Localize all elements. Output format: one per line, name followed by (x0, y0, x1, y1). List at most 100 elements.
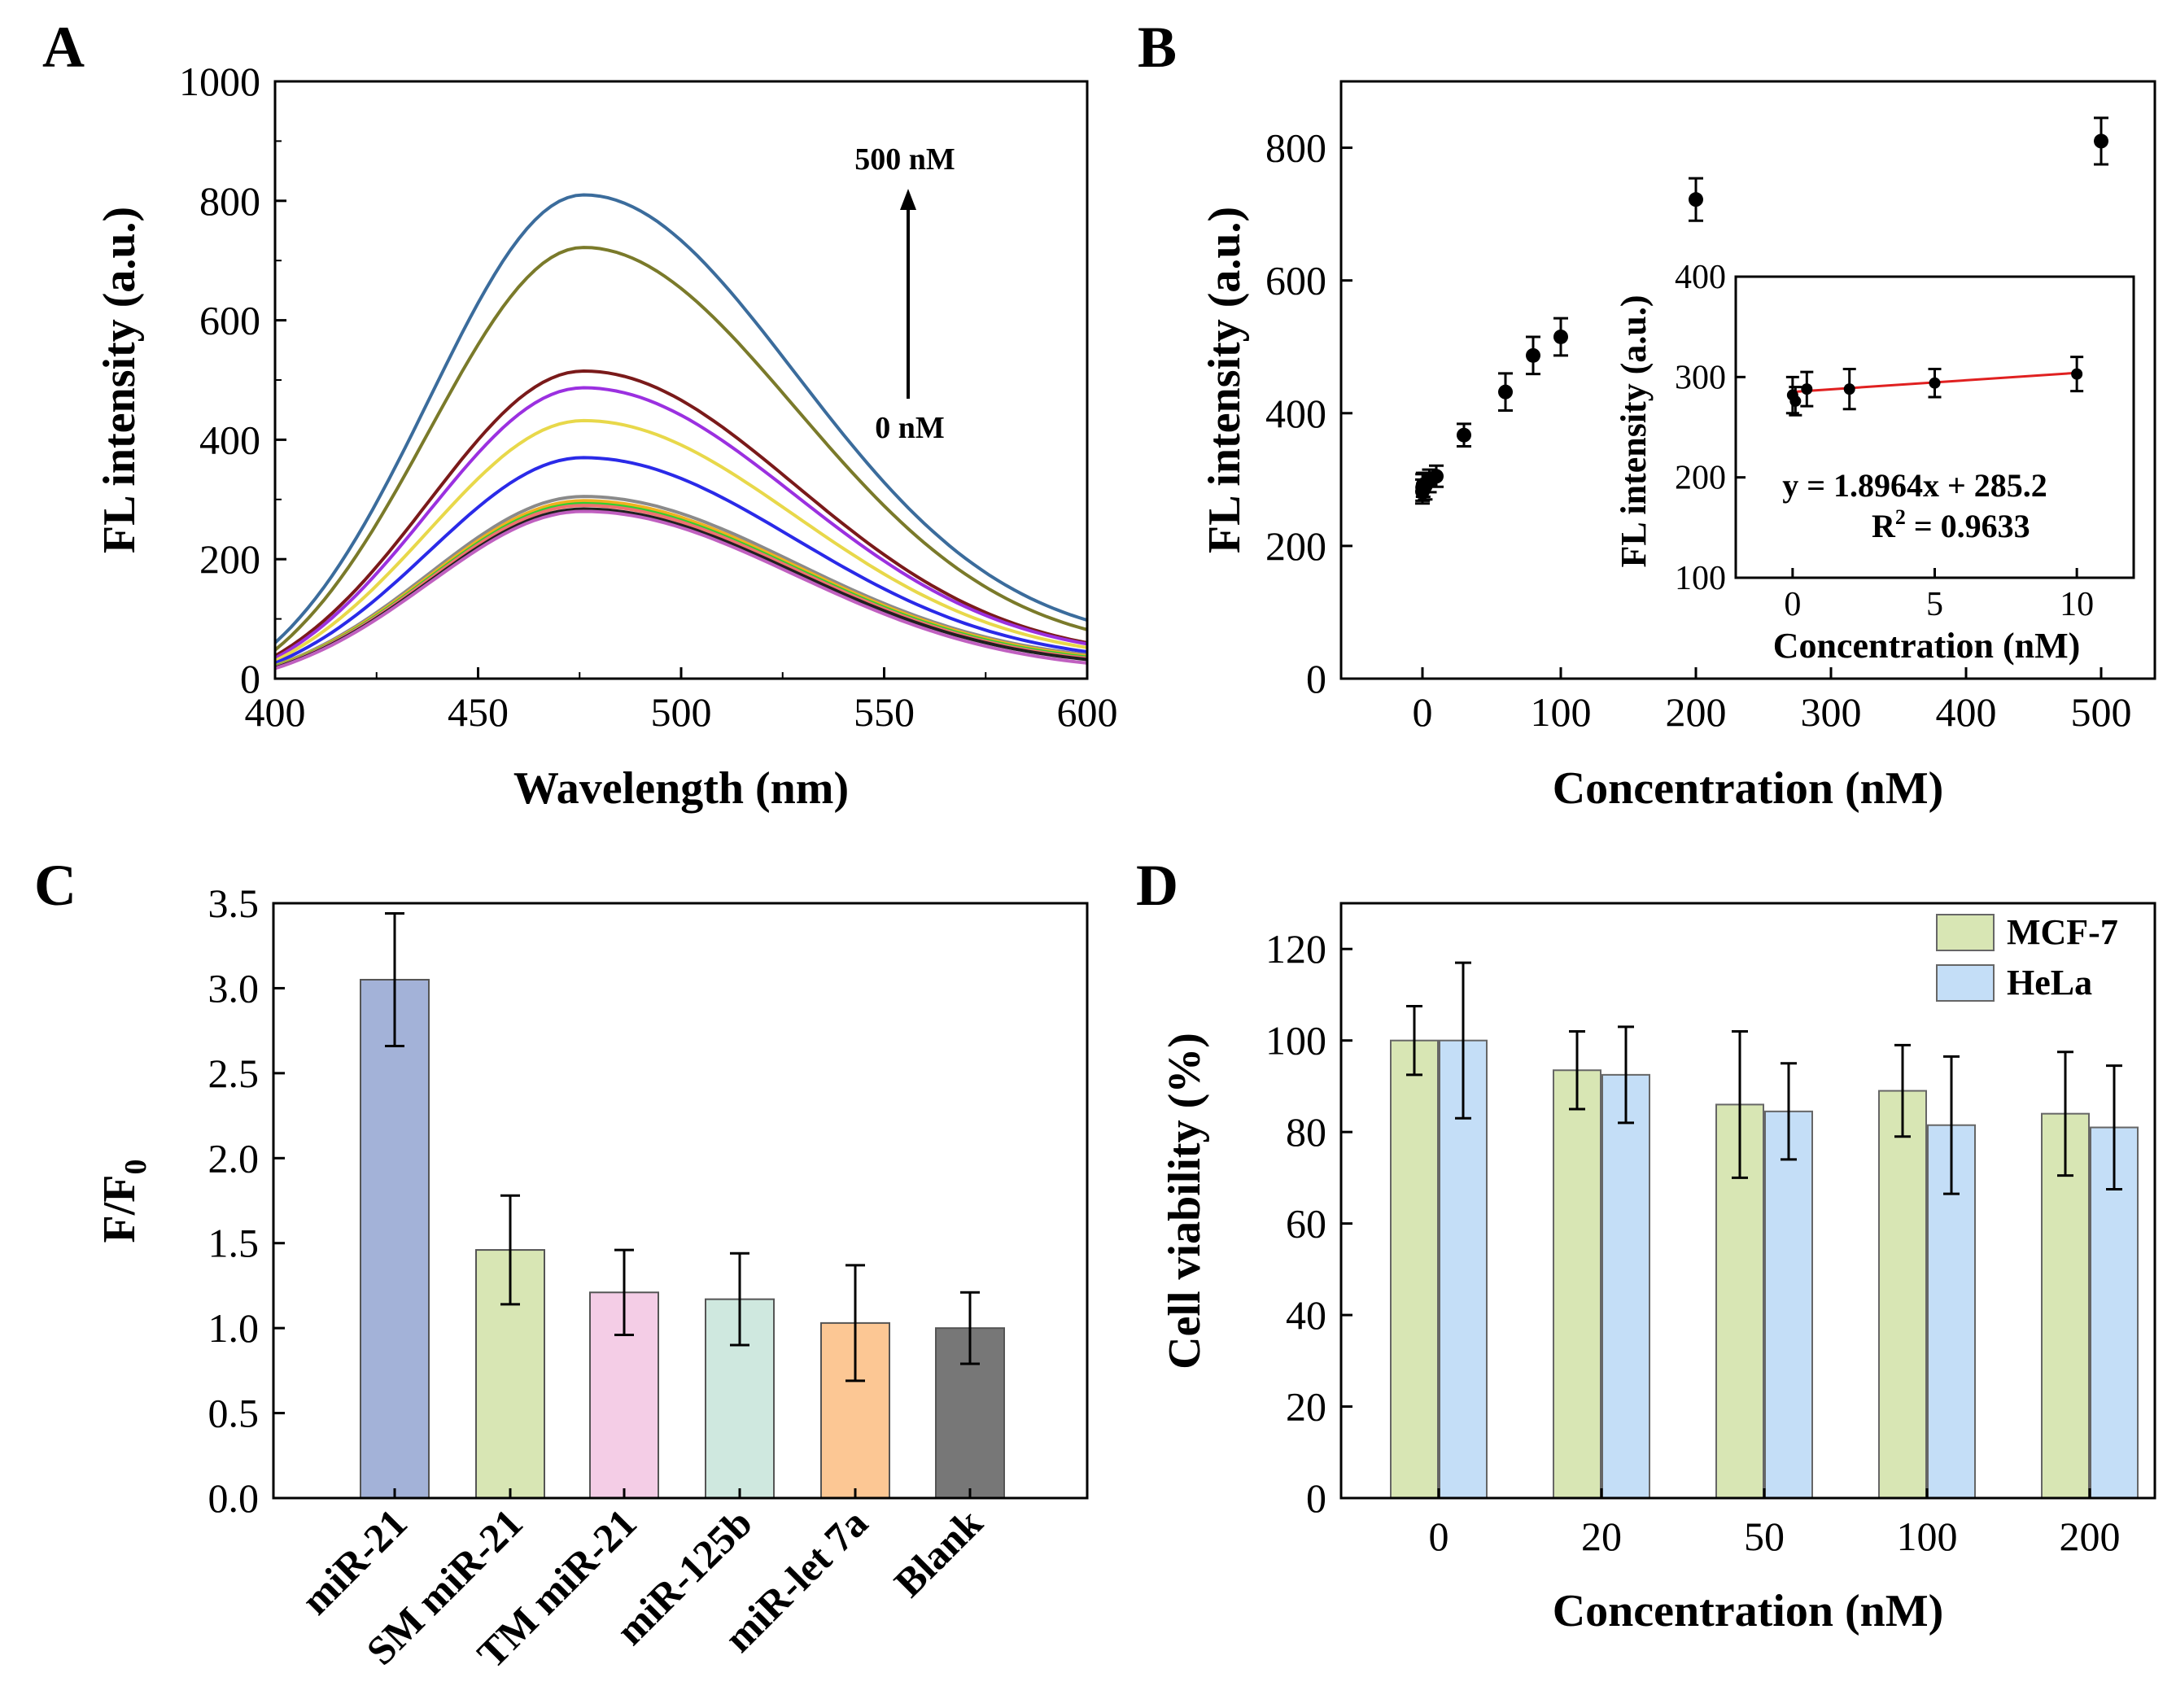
inset-data-point-1 (1789, 395, 1802, 407)
y-tick-label-b-0: 0 (1306, 656, 1326, 701)
annotation-500nm: 500 nM (854, 142, 955, 177)
bar-d-mcf7-0 (1390, 1039, 1439, 1499)
x-tick-label-a-1: 450 (448, 689, 509, 735)
inset-y-axis-title: FL intensity (a.u.) (1614, 295, 1654, 568)
legend-label-0: MCF-7 (2007, 912, 2118, 952)
legend-swatch-0 (1936, 914, 1995, 951)
y-title-main: F/F (94, 1175, 145, 1243)
inset-x-tick-label-2: 10 (2060, 586, 2094, 623)
x-tick-label-d-2: 50 (1744, 1514, 1785, 1559)
panel-a-plot-frame (273, 80, 1089, 680)
y-tick-label-a-3: 600 (199, 298, 260, 343)
y-axis-title-a: FL intensity (a.u.) (94, 207, 145, 553)
spectrum-line-1 (273, 246, 1088, 652)
x-tick-label-b-5: 500 (2071, 689, 2132, 735)
bar-d-mcf7-4 (2041, 1112, 2090, 1499)
inset-r-squared: R2 = 0.9633 (1872, 505, 2030, 544)
y-tick-label-d-2: 40 (1286, 1292, 1326, 1338)
legend-label-1: HeLa (2007, 963, 2092, 1003)
panel-label-d: D (1136, 853, 1178, 918)
panel-b-plot-frame (1339, 80, 2156, 680)
category-label-c-5: Blank (885, 1500, 991, 1605)
y-tick-label-d-3: 60 (1286, 1201, 1326, 1247)
x-tick-label-a-4: 600 (1057, 689, 1118, 735)
r2-superscript: 2 (1895, 505, 1906, 529)
r2-prefix: R (1872, 508, 1896, 544)
data-point-b-8 (1526, 347, 1540, 363)
y-tick-label-b-2: 400 (1265, 391, 1326, 436)
y-tick-label-b-1: 200 (1265, 523, 1326, 569)
panel-label-a: A (42, 15, 85, 80)
y-tick-label-c-7: 3.5 (208, 880, 260, 926)
panel-a-spectra-chart: A 0 200 400 600 800 1000 400 450 500 550 600 Wavelen… (42, 15, 1118, 814)
inset-y-tick-label-0: 100 (1675, 560, 1726, 597)
x-tick-label-d-4: 200 (2060, 1514, 2121, 1559)
inset-data-point-2 (1801, 383, 1813, 395)
y-tick-label-a-4: 800 (199, 178, 260, 224)
spectrum-line-10 (274, 507, 1088, 670)
data-point-b-5 (1429, 469, 1444, 484)
panel-label-c: C (34, 853, 76, 918)
y-tick-label-c-6: 3.0 (208, 965, 260, 1011)
x-tick-label-b-2: 200 (1666, 689, 1727, 735)
data-point-b-9 (1553, 329, 1568, 344)
y-tick-label-d-5: 100 (1265, 1018, 1326, 1064)
inset-x-tick-label-0: 0 (1784, 586, 1801, 623)
x-tick-label-b-0: 0 (1413, 689, 1433, 735)
y-tick-label-c-2: 1.0 (208, 1305, 260, 1351)
y-tick-label-b-3: 600 (1265, 258, 1326, 304)
data-point-b-6 (1457, 427, 1471, 443)
x-tick-label-d-1: 20 (1581, 1514, 1622, 1559)
x-axis-title-d: Concentration (nM) (1553, 1586, 1944, 1636)
spectrum-line-0 (273, 193, 1088, 644)
y-tick-label-c-0: 0.0 (208, 1475, 260, 1521)
spectrum-line-4 (274, 418, 1088, 662)
y-tick-label-c-5: 2.5 (208, 1051, 260, 1096)
bar-c-0 (360, 978, 430, 1499)
inset-data-point-4 (1929, 377, 1941, 389)
y-axis-title-d: Cell viability (%) (1160, 1033, 1210, 1369)
spectrum-line-11 (274, 509, 1088, 671)
annotation-0nm: 0 nM (875, 411, 945, 445)
data-point-b-10 (1689, 192, 1703, 207)
bar-d-hela-1 (1601, 1073, 1650, 1499)
inset-x-tick-label-1: 5 (1926, 586, 1943, 623)
y-title-subscript: 0 (119, 1160, 153, 1175)
x-tick-label-d-3: 100 (1897, 1514, 1958, 1559)
y-tick-label-a-2: 400 (199, 417, 260, 462)
x-axis-title-b: Concentration (nM) (1553, 763, 1944, 814)
x-tick-label-b-1: 100 (1531, 689, 1592, 735)
x-tick-label-b-3: 300 (1801, 689, 1862, 735)
y-tick-label-d-1: 20 (1286, 1384, 1326, 1430)
r2-suffix: = 0.9633 (1906, 508, 2030, 544)
y-tick-label-d-0: 0 (1306, 1475, 1326, 1521)
data-point-b-7 (1498, 384, 1513, 400)
arrow-head (900, 189, 916, 210)
panel-d-viability-chart: D 0 20 40 60 80 100 120 0 20 50 100 200 Concentration… (1136, 853, 2156, 1636)
inset-y-tick-label-3: 400 (1675, 259, 1726, 296)
y-tick-label-c-4: 2.0 (208, 1135, 260, 1181)
panel-label-b: B (1138, 15, 1177, 80)
inset-y-tick-label-2: 300 (1675, 359, 1726, 396)
x-tick-label-a-2: 500 (651, 689, 712, 735)
inset-data-point-3 (1843, 383, 1855, 395)
y-axis-title-b: FL intensity (a.u.) (1199, 207, 1250, 553)
y-tick-label-c-3: 1.5 (208, 1221, 260, 1266)
y-tick-label-a-5: 1000 (179, 59, 260, 104)
data-point-b-11 (2094, 133, 2108, 149)
y-tick-label-a-1: 200 (199, 536, 260, 582)
spectrum-line-2 (273, 369, 1088, 657)
x-tick-label-a-3: 550 (854, 689, 915, 735)
inset-x-axis-title: Concentration (nM) (1773, 626, 2081, 666)
y-tick-label-d-6: 120 (1265, 926, 1326, 972)
spectrum-line-9 (274, 504, 1088, 669)
inset-background (1736, 277, 2134, 578)
x-tick-label-b-4: 400 (1936, 689, 1997, 735)
bar-d-hela-2 (1764, 1110, 1813, 1499)
panel-d-plot-frame (1339, 902, 2156, 1500)
y-tick-label-c-1: 0.5 (208, 1391, 260, 1436)
